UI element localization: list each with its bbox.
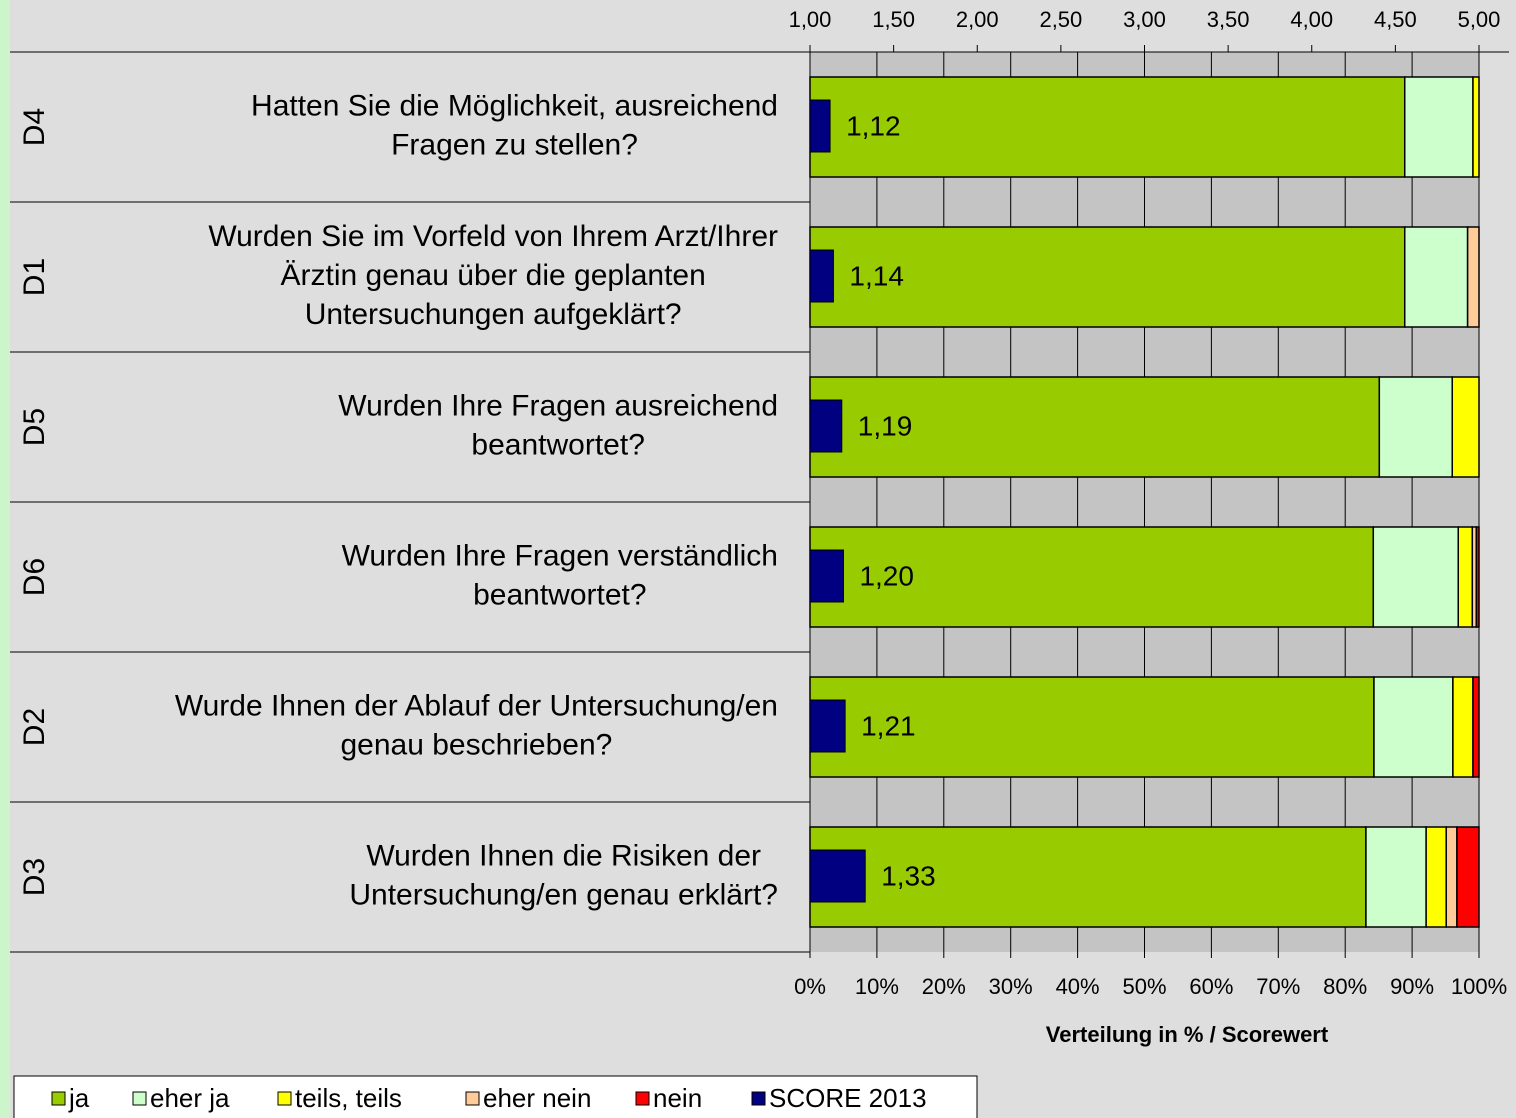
category-code: D2 bbox=[18, 708, 51, 746]
legend-label: teils, teils bbox=[295, 1083, 402, 1113]
bar-segment bbox=[1466, 226, 1480, 328]
legend-swatch bbox=[751, 1091, 766, 1106]
legend-label: SCORE 2013 bbox=[769, 1083, 927, 1113]
x-tick-label: 80% bbox=[1323, 974, 1367, 999]
legend-label: eher ja bbox=[150, 1083, 230, 1113]
value-label: 1,21 bbox=[861, 710, 916, 741]
legend-swatch bbox=[51, 1091, 66, 1106]
question-text: Wurden Ihre Fragen verständlich bbox=[342, 539, 778, 572]
legend-label: nein bbox=[653, 1083, 702, 1113]
category-code: D1 bbox=[18, 258, 51, 296]
x2-tick-label: 4,00 bbox=[1290, 7, 1333, 32]
value-label: 1,20 bbox=[859, 560, 914, 591]
question-text: Fragen zu stellen? bbox=[391, 128, 638, 161]
bar-segment bbox=[1475, 526, 1480, 628]
value-label: 1,19 bbox=[858, 410, 913, 441]
bar-segment bbox=[1378, 376, 1453, 478]
question-text: Wurde Ihnen der Ablauf der Untersuchung/… bbox=[175, 689, 778, 722]
x-tick-label: 90% bbox=[1390, 974, 1434, 999]
bar-segment bbox=[1372, 526, 1460, 628]
x2-tick-label: 4,50 bbox=[1374, 7, 1417, 32]
x-tick-label: 50% bbox=[1122, 974, 1166, 999]
x2-tick-label: 5,00 bbox=[1458, 7, 1501, 32]
bar-segment bbox=[809, 76, 1406, 178]
legend-swatch bbox=[635, 1091, 650, 1106]
bar-segment bbox=[1445, 826, 1458, 928]
legend-box bbox=[13, 1075, 978, 1118]
category-code: D6 bbox=[18, 558, 51, 596]
question-text: Hatten Sie die Möglichkeit, ausreichend bbox=[251, 89, 778, 122]
x2-tick-label: 2,00 bbox=[956, 7, 999, 32]
x2-tick-label: 1,50 bbox=[872, 7, 915, 32]
score-bar bbox=[809, 399, 843, 453]
score-bar bbox=[809, 849, 866, 903]
bar-segment bbox=[1373, 676, 1454, 778]
bar-segment bbox=[1457, 526, 1474, 628]
x-axis-title: Verteilung in % / Scorewert bbox=[1046, 1022, 1329, 1047]
legend-swatch bbox=[277, 1091, 292, 1106]
bar-segment bbox=[1472, 676, 1480, 778]
x-tick-label: 70% bbox=[1256, 974, 1300, 999]
category-code: D3 bbox=[18, 858, 51, 896]
question-text: beantwortet? bbox=[471, 428, 644, 461]
bar-segment bbox=[809, 376, 1381, 478]
bar-segment bbox=[1365, 826, 1427, 928]
question-text: genau beschrieben? bbox=[340, 728, 612, 761]
question-text: beantwortet? bbox=[473, 578, 646, 611]
bar-segment bbox=[1403, 76, 1474, 178]
left-strip bbox=[0, 0, 10, 1118]
x-tick-label: 10% bbox=[855, 974, 899, 999]
x-tick-label: 20% bbox=[922, 974, 966, 999]
bar-segment bbox=[809, 676, 1375, 778]
bar-segment bbox=[1425, 826, 1447, 928]
question-text: Untersuchung/en genau erklärt? bbox=[349, 878, 778, 911]
x-tick-label: 0% bbox=[794, 974, 826, 999]
value-label: 1,33 bbox=[881, 860, 936, 891]
score-bar bbox=[809, 99, 831, 153]
bar-segment bbox=[1472, 76, 1480, 178]
x-tick-label: 30% bbox=[989, 974, 1033, 999]
score-bar bbox=[809, 699, 846, 753]
x2-tick-label: 3,50 bbox=[1207, 7, 1250, 32]
category-code: D4 bbox=[18, 108, 51, 146]
question-text: Wurden Ihnen die Risiken der bbox=[366, 839, 761, 872]
question-text: Untersuchungen aufgeklärt? bbox=[305, 298, 682, 331]
x2-tick-label: 1,00 bbox=[789, 7, 832, 32]
legend-label: eher nein bbox=[483, 1083, 591, 1113]
x-tick-label: 100% bbox=[1451, 974, 1507, 999]
legend-swatch bbox=[465, 1091, 480, 1106]
bar-segment bbox=[1451, 376, 1480, 478]
value-label: 1,14 bbox=[849, 260, 904, 291]
bar-segment bbox=[1456, 826, 1480, 928]
value-label: 1,12 bbox=[846, 110, 901, 141]
category-code: D5 bbox=[18, 408, 51, 446]
question-text: Wurden Sie im Vorfeld von Ihrem Arzt/Ihr… bbox=[208, 220, 778, 253]
x2-tick-label: 2,50 bbox=[1039, 7, 1082, 32]
legend-label: ja bbox=[68, 1083, 90, 1113]
legend-swatch bbox=[132, 1091, 147, 1106]
score-bar bbox=[809, 249, 834, 303]
bar-segment bbox=[809, 226, 1406, 328]
x2-tick-label: 3,00 bbox=[1123, 7, 1166, 32]
score-bar bbox=[809, 549, 844, 603]
bar-segment bbox=[1452, 676, 1474, 778]
x-tick-label: 40% bbox=[1056, 974, 1100, 999]
x-tick-label: 60% bbox=[1189, 974, 1233, 999]
question-text: Wurden Ihre Fragen ausreichend bbox=[338, 389, 778, 422]
question-text: Ärztin genau über die geplanten bbox=[280, 259, 705, 292]
bar-segment bbox=[1403, 226, 1469, 328]
bar-segment bbox=[809, 826, 1367, 928]
